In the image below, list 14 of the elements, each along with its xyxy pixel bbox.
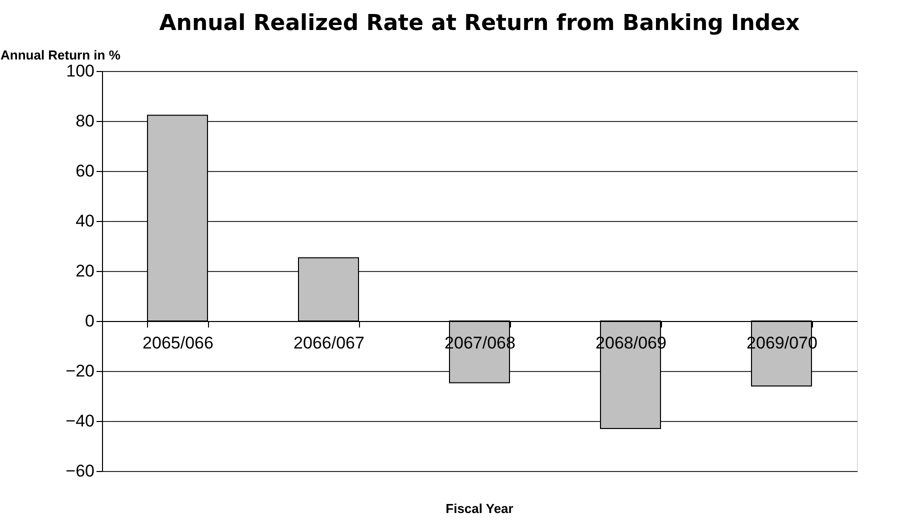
y-tick-label: −40	[66, 412, 94, 430]
x-tick-label: 2066/067	[294, 334, 364, 352]
y-tick-label: 60	[76, 162, 94, 180]
y-tick-label: −60	[66, 462, 94, 480]
y-tick-label: 40	[76, 212, 94, 230]
y-tick-label: 100	[66, 62, 94, 80]
y-tick-label: 80	[76, 112, 94, 130]
y-tick-label: 0	[85, 312, 94, 330]
y-tick-label: −20	[66, 362, 94, 380]
chart-title: Annual Realized Rate at Return from Banking Index	[159, 11, 800, 36]
y-tick-label: 20	[76, 262, 94, 280]
y-axis-title: Annual Return in %	[0, 48, 121, 62]
x-axis-title: Fiscal Year	[446, 501, 514, 516]
x-tick-label: 2065/066	[142, 334, 214, 352]
